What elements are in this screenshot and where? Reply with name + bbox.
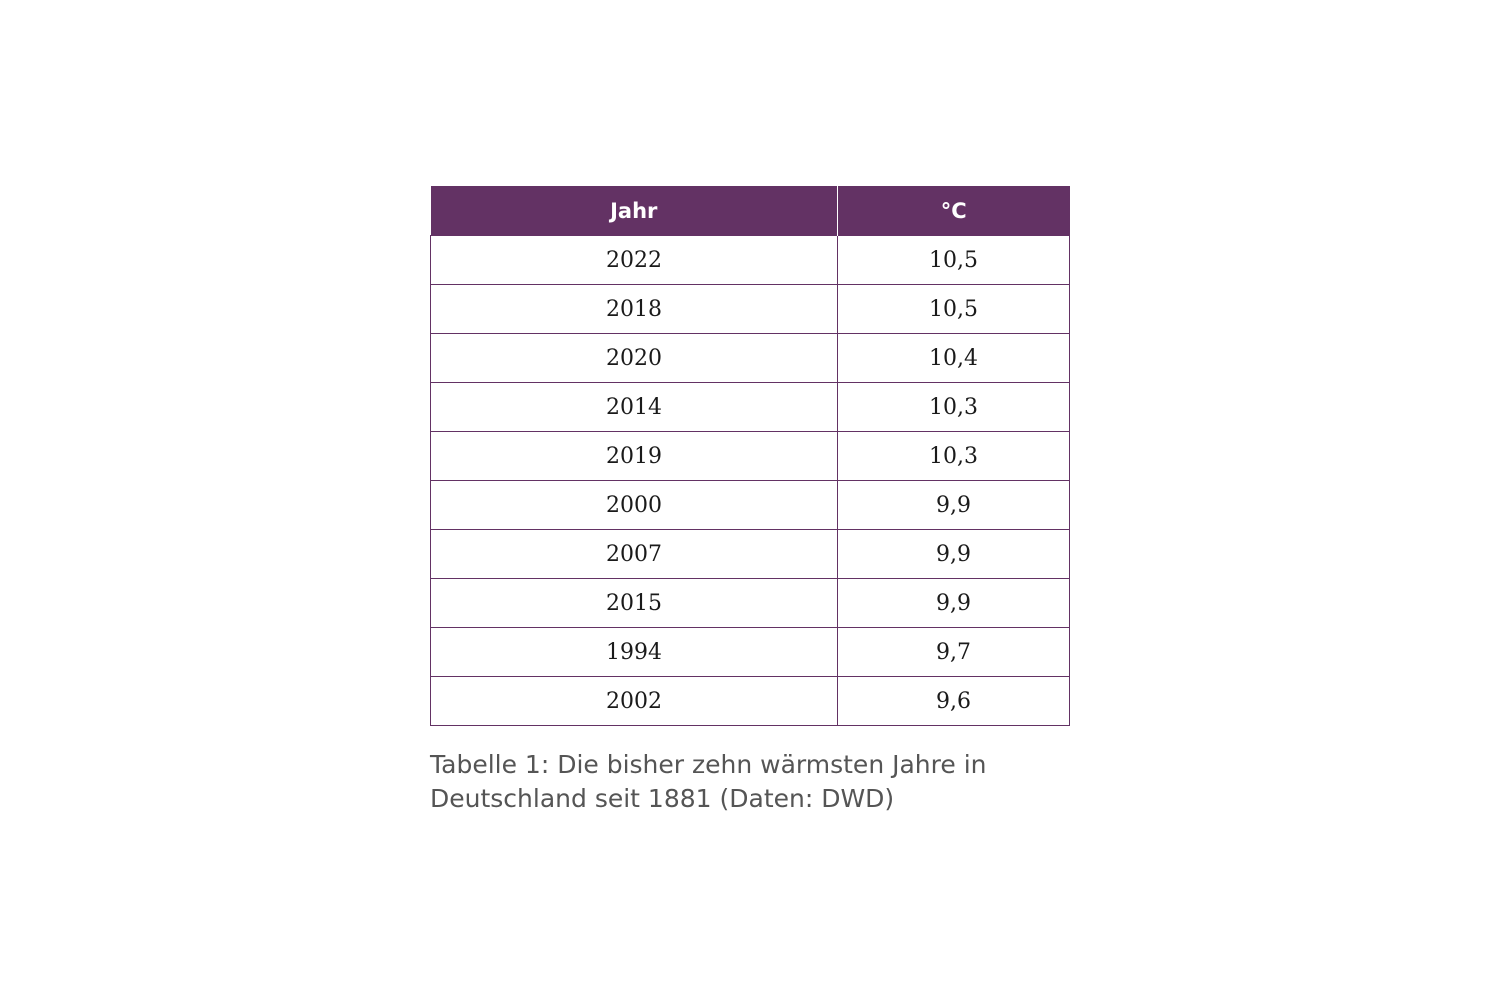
table-row: 2000 9,9 bbox=[430, 480, 1070, 530]
cell-year: 2019 bbox=[430, 431, 838, 481]
cell-year: 1994 bbox=[430, 627, 838, 677]
cell-year: 2015 bbox=[430, 578, 838, 628]
cell-temperature: 9,9 bbox=[837, 578, 1070, 628]
warmest-years-table: Jahr °C 2022 10,5 2018 10,5 2020 10,4 20… bbox=[430, 186, 1070, 726]
cell-temperature: 10,5 bbox=[837, 284, 1070, 334]
cell-year: 2002 bbox=[430, 676, 838, 726]
header-temperature: °C bbox=[837, 186, 1070, 236]
cell-temperature: 9,9 bbox=[837, 529, 1070, 579]
cell-temperature: 9,6 bbox=[837, 676, 1070, 726]
cell-temperature: 10,4 bbox=[837, 333, 1070, 383]
caption-line-1: Tabelle 1: Die bisher zehn wärmsten Jahr… bbox=[430, 750, 987, 779]
table-row: 2020 10,4 bbox=[430, 333, 1070, 383]
cell-year: 2000 bbox=[430, 480, 838, 530]
header-year: Jahr bbox=[430, 186, 838, 236]
table-header-row: Jahr °C bbox=[430, 186, 1070, 236]
cell-temperature: 9,9 bbox=[837, 480, 1070, 530]
table-row: 1994 9,7 bbox=[430, 627, 1070, 677]
cell-year: 2020 bbox=[430, 333, 838, 383]
cell-year: 2007 bbox=[430, 529, 838, 579]
cell-temperature: 10,3 bbox=[837, 431, 1070, 481]
table-row: 2014 10,3 bbox=[430, 382, 1070, 432]
table-row: 2022 10,5 bbox=[430, 235, 1070, 285]
table-row: 2019 10,3 bbox=[430, 431, 1070, 481]
table-row: 2007 9,9 bbox=[430, 529, 1070, 579]
cell-temperature: 10,3 bbox=[837, 382, 1070, 432]
table-row: 2018 10,5 bbox=[430, 284, 1070, 334]
cell-year: 2014 bbox=[430, 382, 838, 432]
table-caption: Tabelle 1: Die bisher zehn wärmsten Jahr… bbox=[430, 748, 1070, 816]
cell-temperature: 9,7 bbox=[837, 627, 1070, 677]
cell-temperature: 10,5 bbox=[837, 235, 1070, 285]
table-row: 2002 9,6 bbox=[430, 676, 1070, 726]
data-table-container: Jahr °C 2022 10,5 2018 10,5 2020 10,4 20… bbox=[430, 186, 1070, 726]
cell-year: 2018 bbox=[430, 284, 838, 334]
caption-line-2: Deutschland seit 1881 (Daten: DWD) bbox=[430, 784, 895, 813]
cell-year: 2022 bbox=[430, 235, 838, 285]
table-row: 2015 9,9 bbox=[430, 578, 1070, 628]
